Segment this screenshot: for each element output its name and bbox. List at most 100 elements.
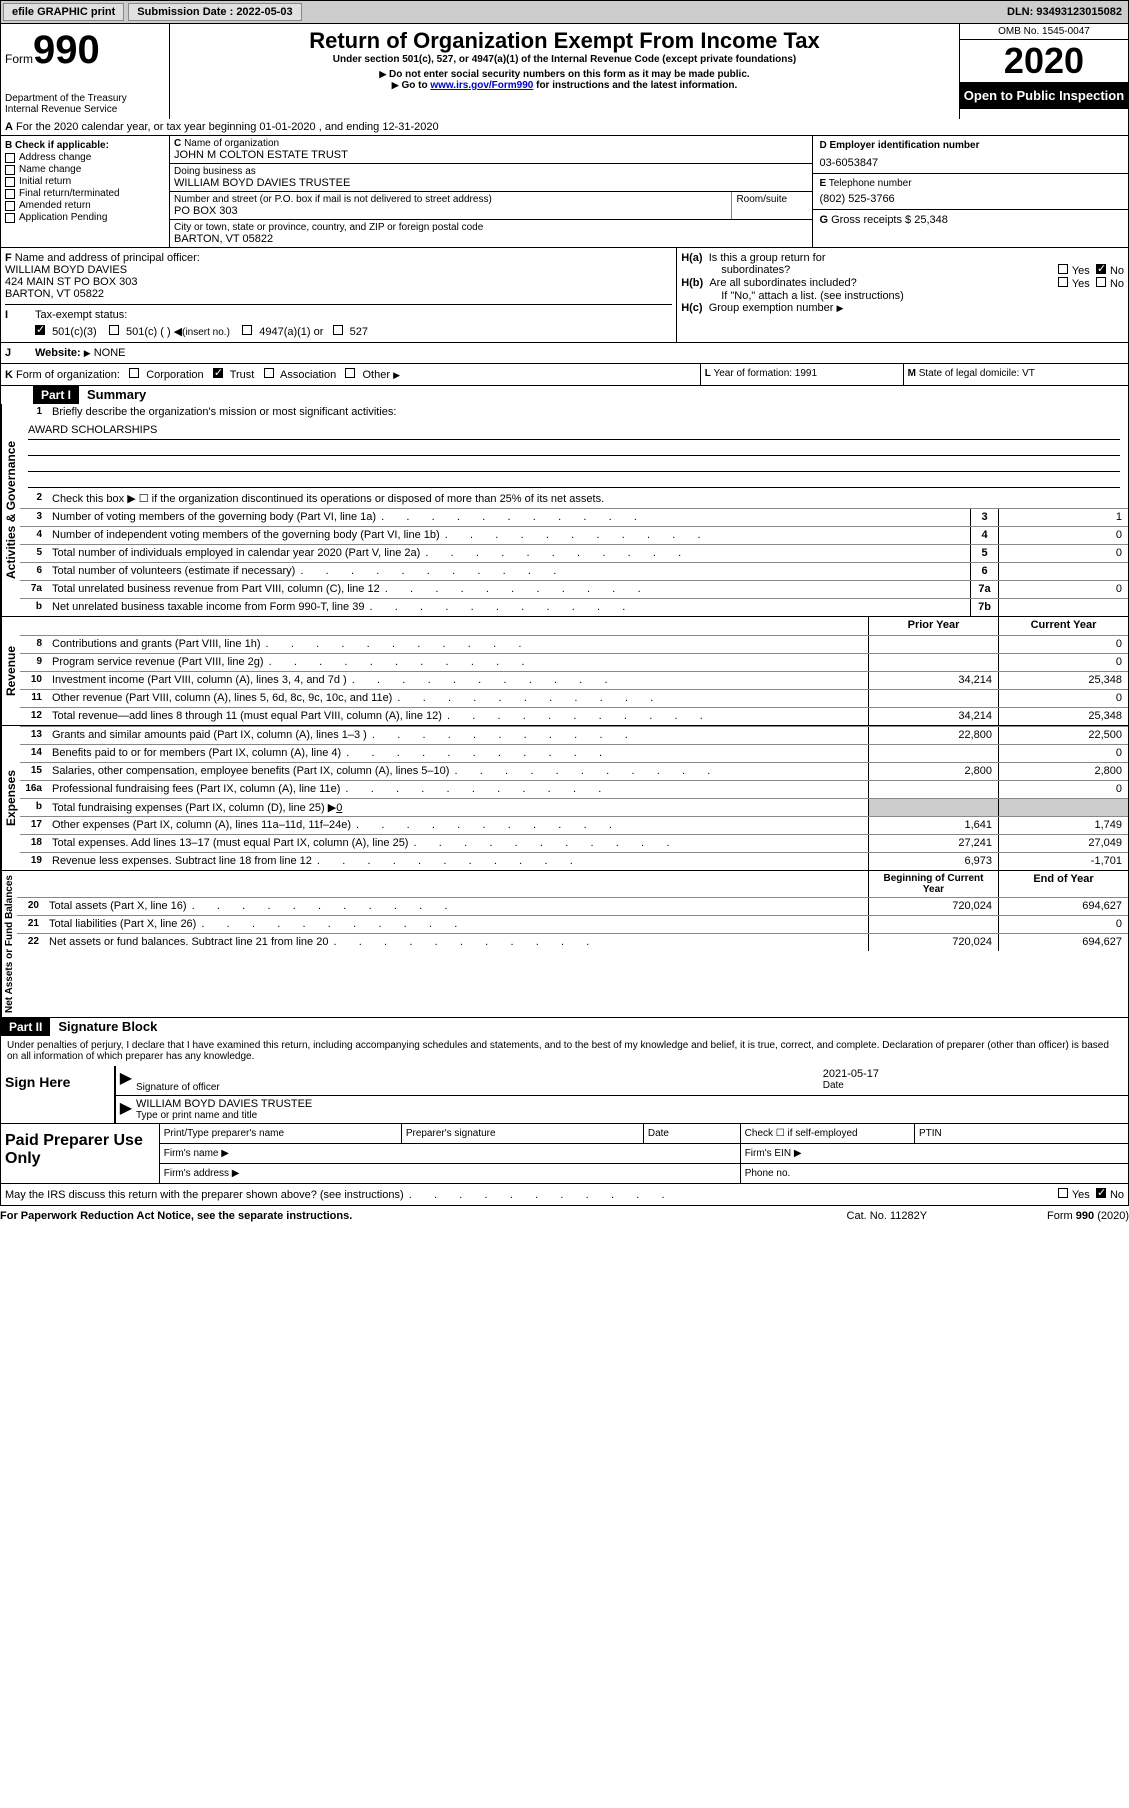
mission-line3 [28,456,1120,472]
discuss-yes: Yes [1072,1189,1090,1201]
table-row: 12Total revenue—add lines 8 through 11 (… [20,707,1128,725]
section-ha-prefix: H(a) [681,252,702,264]
checkbox-other[interactable] [345,368,355,378]
checkbox-501c[interactable] [109,325,119,335]
mission-value: AWARD SCHOLARSHIPS [28,424,1120,440]
form-number: 990 [33,28,100,72]
opt-other: Other [362,369,390,381]
opt-trust: Trust [230,369,255,381]
checkbox-ha-no[interactable] [1096,264,1106,274]
firm-name-label: Firm's name ▶ [160,1144,741,1163]
form-org-label: Form of organization: [16,369,120,381]
vert-revenue: Revenue [1,617,20,725]
opt-501c3: 501(c)(3) [52,326,97,338]
website-label: Website: [35,347,81,359]
checkbox-discuss-no[interactable] [1096,1188,1106,1198]
section-hc-prefix: H(c) [681,302,702,314]
efile-print-button[interactable]: efile GRAPHIC print [3,3,124,21]
section-g-prefix: G [819,214,828,226]
table-row: 22Net assets or fund balances. Subtract … [17,933,1128,951]
checkbox-corp[interactable] [129,368,139,378]
omb-number: OMB No. 1545-0047 [960,24,1128,40]
table-row: 20Total assets (Part X, line 16)720,0246… [17,897,1128,915]
table-row: 18Total expenses. Add lines 13–17 (must … [20,834,1128,852]
checkbox-name-change[interactable] [5,165,15,175]
phone-label2: Phone no. [741,1164,1128,1183]
public-inspection-badge: Open to Public Inspection [960,82,1128,109]
section-e-prefix: E [819,178,826,189]
checkbox-initial-return[interactable] [5,177,15,187]
checkbox-4947[interactable] [242,325,252,335]
checkbox-address-change[interactable] [5,153,15,163]
tax-exempt-label: Tax-exempt status: [35,309,127,321]
city-value: BARTON, VT 05822 [174,233,808,245]
checkbox-hb-yes[interactable] [1058,277,1068,287]
checkbox-discuss-yes[interactable] [1058,1188,1068,1198]
street-label: Number and street (or P.O. box if mail i… [174,194,727,205]
checkbox-trust[interactable] [213,368,223,378]
checkbox-final-return[interactable] [5,189,15,199]
mission-line2 [28,440,1120,456]
sig-arrow-icon: ▶ [120,1068,136,1093]
table-row: 10Investment income (Part VIII, column (… [20,671,1128,689]
ha-yes: Yes [1072,265,1090,277]
ein-value: 03-6053847 [819,157,1122,169]
ein-label: Employer identification number [829,140,979,151]
submission-date-button[interactable]: Submission Date : 2022-05-03 [128,3,301,21]
org-name: JOHN M COLTON ESTATE TRUST [174,149,808,161]
ha-label: Is this a group return for [709,252,826,264]
checkbox-app-pending[interactable] [5,213,15,223]
officer-addr1: 424 MAIN ST PO BOX 303 [5,276,672,288]
opt-assoc: Association [280,369,336,381]
form-header: Form990 Department of the Treasury Inter… [0,24,1129,119]
section-k-prefix: K [5,369,13,381]
form-prefix: Form [5,52,33,66]
vert-expenses: Expenses [1,726,20,870]
irs-link[interactable]: www.irs.gov/Form990 [430,80,533,91]
opt-final-return: Final return/terminated [19,188,120,199]
section-a-text: For the 2020 calendar year, or tax year … [16,121,439,133]
opt-501c: 501(c) ( ) [126,326,171,338]
checkbox-527[interactable] [333,325,343,335]
part2-header: Part II [1,1018,50,1036]
part1-header: Part I [33,386,79,404]
table-row: 13Grants and similar amounts paid (Part … [20,726,1128,744]
sig-name-label: Type or print name and title [136,1110,1124,1121]
sign-here-label: Sign Here [1,1066,114,1123]
gross-receipts: Gross receipts $ 25,348 [831,214,948,226]
sig-officer-label: Signature of officer [136,1082,823,1093]
opt-app-pending: Application Pending [19,212,107,223]
top-toolbar: efile GRAPHIC print Submission Date : 20… [0,0,1129,24]
table-row: 6Total number of volunteers (estimate if… [20,562,1128,580]
paperwork-notice: For Paperwork Reduction Act Notice, see … [0,1210,352,1222]
table-row: 5Total number of individuals employed in… [20,544,1128,562]
section-b-prefix: B [5,140,12,151]
table-row: 8Contributions and grants (Part VIII, li… [20,635,1128,653]
dba-label: Doing business as [174,166,808,177]
section-a-row: A For the 2020 calendar year, or tax yea… [0,119,1129,136]
dept-irs: Internal Revenue Service [5,104,165,115]
opt-4947: 4947(a)(1) or [259,326,323,338]
checkbox-hb-no[interactable] [1096,277,1106,287]
checkbox-ha-yes[interactable] [1058,264,1068,274]
checkbox-assoc[interactable] [264,368,274,378]
prep-sig-label: Preparer's signature [402,1124,644,1143]
table-row: 15Salaries, other compensation, employee… [20,762,1128,780]
dept-treasury: Department of the Treasury [5,93,165,104]
vert-net-assets: Net Assets or Fund Balances [1,871,17,1017]
ha-no: No [1110,265,1124,277]
sig-name-value: WILLIAM BOYD DAVIES TRUSTEE [136,1098,1124,1110]
vert-activities-governance: Activities & Governance [1,404,20,616]
website-value: NONE [94,347,126,359]
room-label: Room/suite [736,194,808,205]
firm-ein-label: Firm's EIN ▶ [741,1144,1128,1163]
checkbox-501c3[interactable] [35,325,45,335]
table-row: 3Number of voting members of the governi… [20,508,1128,526]
dln-value: DLN: 93493123015082 [1001,4,1128,20]
checkbox-amended-return[interactable] [5,201,15,211]
table-row: 11Other revenue (Part VIII, column (A), … [20,689,1128,707]
dba-value: WILLIAM BOYD DAVIES TRUSTEE [174,177,808,189]
prep-name-label: Print/Type preparer's name [160,1124,402,1143]
form-ref: Form 990 (2020) [1047,1210,1129,1222]
discuss-no: No [1110,1189,1124,1201]
